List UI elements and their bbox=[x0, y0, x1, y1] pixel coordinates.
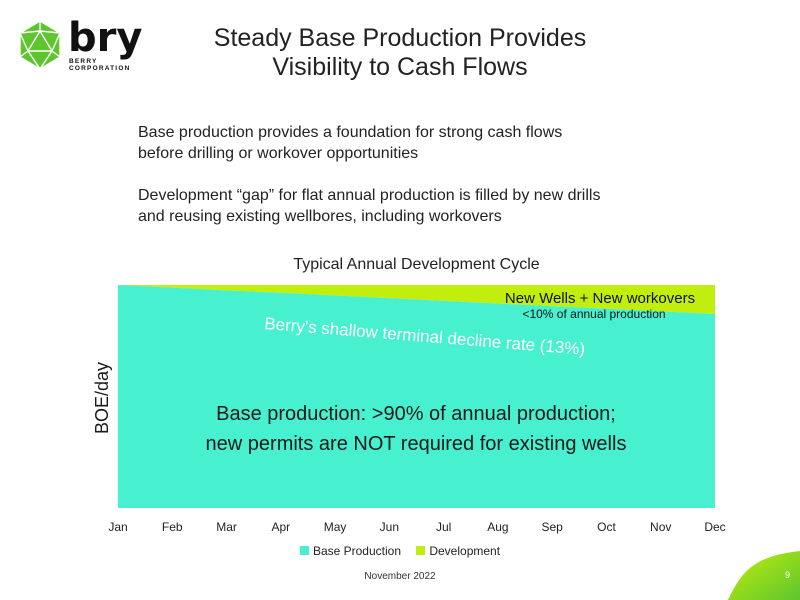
paragraph-1-line-2: before drilling or workover opportunitie… bbox=[138, 145, 419, 162]
page-title: Steady Base Production Provides Visibili… bbox=[150, 24, 650, 82]
legend-item-development: Development bbox=[416, 544, 500, 558]
x-tick-jun: Jun bbox=[380, 520, 399, 534]
x-tick-apr: Apr bbox=[271, 520, 290, 534]
y-axis-label: BOE/day bbox=[92, 362, 112, 434]
x-tick-mar: Mar bbox=[216, 520, 237, 534]
x-axis-ticks: Jan Feb Mar Apr May Jun Jul Aug Sep Oct Nov Dec bbox=[108, 520, 725, 534]
x-tick-nov: Nov bbox=[650, 520, 671, 534]
page-number: 9 bbox=[784, 570, 790, 580]
footer-date: November 2022 bbox=[364, 571, 436, 582]
x-tick-aug: Aug bbox=[487, 520, 508, 534]
annotation-development-share: <10% of annual production bbox=[522, 307, 665, 321]
icosahedron-icon bbox=[19, 20, 61, 70]
chart-title: Typical Annual Development Cycle bbox=[293, 256, 540, 273]
paragraph-1-line-1: Base production provides a foundation fo… bbox=[138, 124, 563, 141]
x-tick-jul: Jul bbox=[436, 520, 451, 534]
x-tick-dec: Dec bbox=[704, 520, 725, 534]
paragraph-development-gap: Development “gap” for flat annual produc… bbox=[138, 185, 738, 227]
paragraph-2-line-2: and reusing existing wellbores, includin… bbox=[138, 208, 502, 225]
chart-legend: Base Production Development bbox=[0, 544, 800, 558]
x-tick-sep: Sep bbox=[542, 520, 564, 534]
paragraph-2-line-1: Development “gap” for flat annual produc… bbox=[138, 187, 601, 204]
berry-logo: bry BERRY CORPORATION bbox=[18, 16, 148, 76]
legend-item-base: Base Production bbox=[299, 544, 401, 558]
page-title-line-2: Visibility to Cash Flows bbox=[272, 53, 528, 81]
logo-subtitle: BERRY CORPORATION bbox=[69, 58, 131, 72]
development-area bbox=[118, 285, 715, 314]
annotation-base-line-2: new permits are NOT required for existin… bbox=[206, 433, 627, 455]
base-production-area bbox=[118, 285, 715, 508]
legend-swatch-base bbox=[299, 546, 309, 555]
legend-swatch-development bbox=[416, 546, 426, 555]
annotation-base-line-1: Base production: >90% of annual producti… bbox=[216, 403, 616, 425]
annotation-new-wells: New Wells + New workovers bbox=[505, 290, 695, 307]
x-tick-feb: Feb bbox=[162, 520, 183, 534]
page-title-line-1: Steady Base Production Provides bbox=[213, 24, 587, 52]
x-tick-jan: Jan bbox=[108, 520, 127, 534]
x-tick-may: May bbox=[324, 520, 347, 534]
x-tick-oct: Oct bbox=[597, 520, 616, 534]
paragraph-base-production: Base production provides a foundation fo… bbox=[138, 122, 738, 164]
legend-label-development: Development bbox=[429, 544, 501, 558]
logo-wordmark: bry bbox=[68, 15, 143, 61]
legend-label-base: Base Production bbox=[312, 544, 401, 558]
body-text: Base production provides a foundation fo… bbox=[138, 122, 738, 248]
